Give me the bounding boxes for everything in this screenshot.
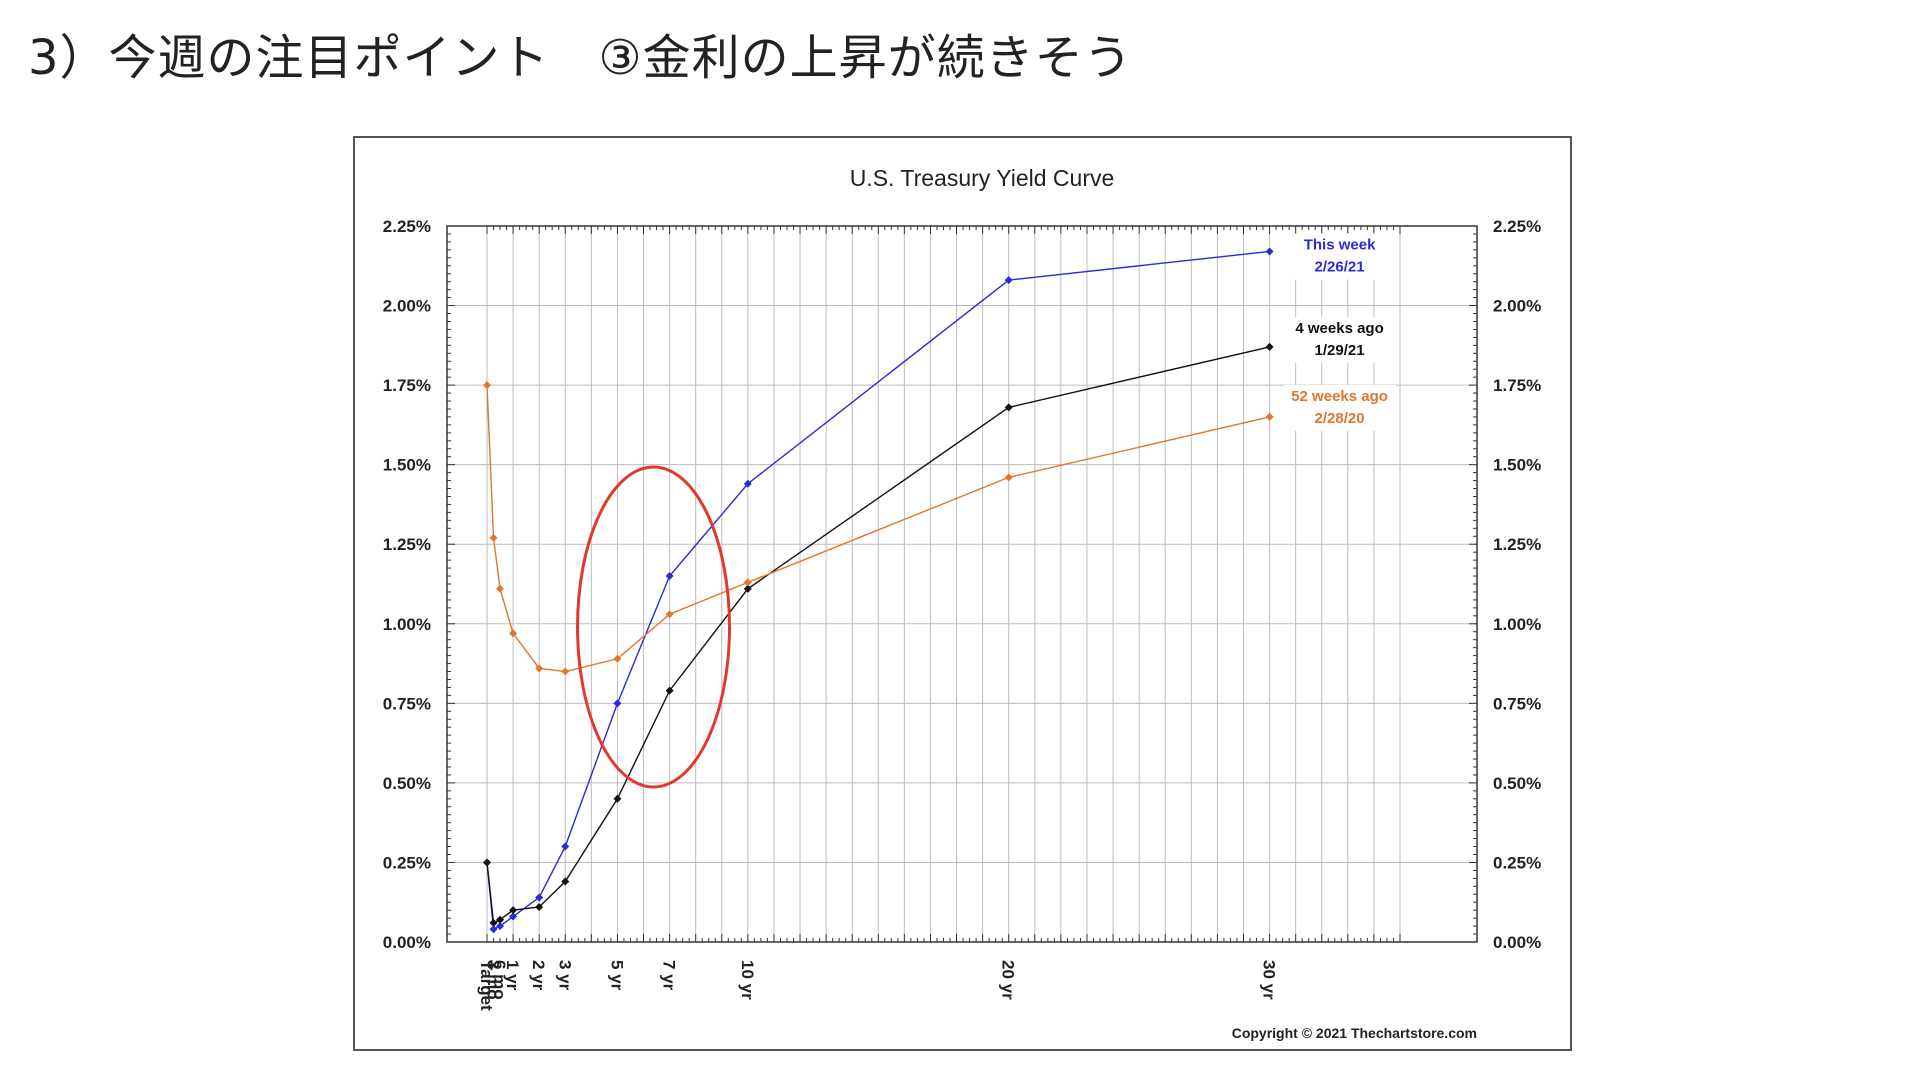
legend-background	[1283, 233, 1396, 280]
series-4-weeks-ago-point	[665, 686, 674, 695]
slide-title: 3）今週の注目ポイント ③金利の上昇が続きそう	[28, 30, 1133, 86]
y-tick-label-right: 2.00%	[1493, 297, 1541, 316]
series-lines	[483, 247, 1274, 934]
y-tick-label-left: 0.75%	[383, 694, 431, 713]
legend-background	[1283, 384, 1396, 431]
yield-curve-chart: 0.00% 0.00% 0.25% 0.25% 0.50% 0.50% 0.75% 0.75%…	[353, 136, 1572, 1051]
series-4-weeks-ago-point	[561, 877, 570, 886]
y-tick-label-right: 1.00%	[1493, 615, 1541, 634]
x-tick-label: 3 mo	[484, 960, 503, 1000]
highlight-ellipse	[576, 465, 732, 789]
x-tick-label: 2 yr	[529, 960, 548, 991]
series-this-week-point	[535, 893, 544, 902]
series-4-weeks-ago-point	[535, 902, 544, 911]
series-52-weeks-ago-point	[483, 381, 491, 390]
legend-series-date: 2/26/21	[1315, 258, 1365, 275]
x-tick-label: 1 yr	[503, 960, 522, 991]
y-tick-label-right: 1.75%	[1493, 376, 1541, 395]
x-tick-label: 7 yr	[660, 960, 679, 991]
series-52-weeks-ago-point	[496, 584, 505, 593]
y-tick-label-left: 1.75%	[383, 376, 431, 395]
chart-title: U.S. Treasury Yield Curve	[850, 165, 1115, 191]
y-tick-label-right: 2.25%	[1493, 217, 1541, 236]
y-tick-label-left: 0.00%	[383, 933, 431, 952]
legend-series-date: 1/29/21	[1315, 342, 1365, 359]
series-4-weeks-ago-point	[613, 794, 622, 803]
y-tick-label-left: 1.50%	[383, 456, 431, 475]
chart-text: 0.00% 0.00% 0.25% 0.25% 0.50% 0.50% 0.75% 0.75%…	[383, 165, 1541, 1041]
series-52-weeks-ago-point	[665, 610, 674, 619]
y-tick-label-right: 0.50%	[1493, 774, 1541, 793]
y-tick-label-left: 1.25%	[383, 535, 431, 554]
series-4-weeks-ago-point	[489, 918, 498, 927]
series-52-weeks-ago-point	[489, 533, 498, 542]
legend-background	[1283, 316, 1396, 363]
series-52-weeks-ago-point	[613, 654, 622, 663]
legend-series-name: 4 weeks ago	[1295, 320, 1383, 337]
series-4-weeks-ago-point	[496, 915, 505, 924]
series-this-week-point	[496, 922, 505, 931]
axis-ticks	[447, 225, 1477, 943]
x-tick-label: 3 yr	[555, 960, 574, 991]
series-this-week-point	[489, 925, 498, 934]
series-4-weeks-ago-point	[743, 584, 752, 593]
series-52-weeks-ago-point	[743, 578, 752, 587]
y-tick-label-left: 1.00%	[383, 615, 431, 634]
series-4-weeks-ago-point	[1265, 342, 1274, 351]
legend-series-name: 52 weeks ago	[1291, 388, 1388, 405]
series-52-weeks-ago-point	[535, 664, 544, 673]
x-tick-label: 6 mo	[490, 960, 509, 1000]
series-this-week-point	[665, 572, 674, 581]
x-tick-label: 10 yr	[738, 960, 757, 1000]
series-this-week-point	[1004, 276, 1013, 285]
series-this-week-point	[561, 842, 570, 851]
series-this-week-point	[509, 912, 518, 921]
series-4-weeks-ago-point	[483, 858, 491, 867]
x-tick-label: 20 yr	[999, 960, 1018, 1000]
y-tick-label-left: 0.25%	[383, 853, 431, 872]
yield-curve-svg: 0.00% 0.00% 0.25% 0.25% 0.50% 0.50% 0.75% 0.75%…	[383, 165, 1541, 1041]
y-tick-label-left: 2.00%	[383, 297, 431, 316]
y-tick-label-right: 1.25%	[1493, 535, 1541, 554]
series-52-weeks-ago-point	[509, 629, 518, 638]
series-4-weeks-ago-point	[509, 906, 518, 915]
copyright-text: Copyright © 2021 Thechartstore.com	[1232, 1025, 1477, 1041]
x-tick-label: Target	[477, 960, 496, 1011]
highlight-circle	[576, 465, 732, 789]
y-tick-label-right: 0.25%	[1493, 853, 1541, 872]
legend-series-name: This week	[1304, 236, 1376, 253]
series-52-weeks-ago-point	[561, 667, 570, 676]
y-tick-label-right: 1.50%	[1493, 456, 1541, 475]
y-tick-label-left: 0.50%	[383, 774, 431, 793]
series-this-week-point	[1265, 247, 1274, 256]
y-tick-label-right: 0.75%	[1493, 694, 1541, 713]
series-this-week-point	[743, 479, 752, 488]
x-tick-label: 30 yr	[1260, 960, 1279, 1000]
series-this-week-point	[613, 699, 622, 708]
legend-series-date: 2/28/20	[1315, 410, 1365, 427]
series-52-weeks-ago-point	[1265, 412, 1274, 421]
series-52-weeks-ago-point	[1004, 473, 1013, 482]
x-tick-label: 5 yr	[607, 960, 626, 991]
series-4-weeks-ago-point	[1004, 403, 1013, 412]
grid-lines	[447, 225, 1477, 943]
y-tick-label-left: 2.25%	[383, 217, 431, 236]
y-tick-label-right: 0.00%	[1493, 933, 1541, 952]
